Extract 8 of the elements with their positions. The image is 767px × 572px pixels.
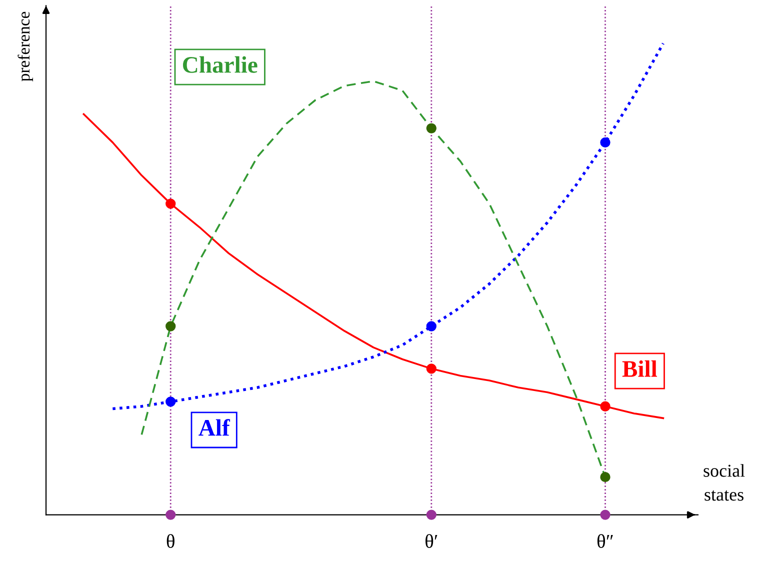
- x-tick-label: θ″: [597, 534, 613, 548]
- text: Charlie: [182, 56, 258, 73]
- series-label: Bill: [622, 360, 657, 377]
- y-axis-title: preference: [18, 12, 33, 82]
- x-tick-label: θ: [166, 534, 174, 548]
- x-tick-label: θ′: [426, 534, 438, 548]
- x-axis-title: social states: [704, 464, 745, 501]
- series-label: Alf: [198, 419, 230, 436]
